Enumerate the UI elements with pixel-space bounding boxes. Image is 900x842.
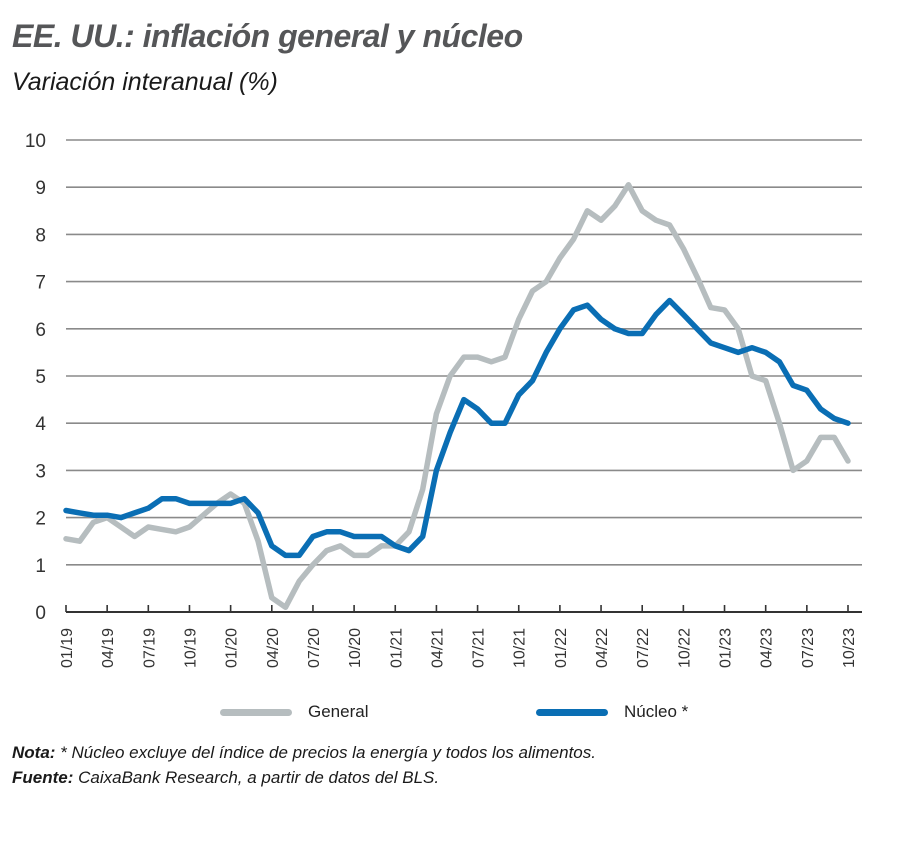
- source-line: Fuente: CaixaBank Research, a partir de …: [12, 765, 596, 790]
- x-tick-label: 07/22: [635, 628, 652, 668]
- x-tick-label: 04/23: [759, 628, 776, 668]
- legend-swatch-core: [536, 708, 608, 716]
- chart-subtitle: Variación interanual (%): [12, 68, 278, 96]
- x-axis: 01/19 04/19 07/19 10/19 01/20 04/20 07/20 10/20…: [59, 605, 862, 668]
- x-tick-label: 10/19: [182, 628, 199, 668]
- note-text: * Núcleo excluye del índice de precios l…: [55, 743, 596, 762]
- x-tick-label: 10/21: [512, 628, 529, 668]
- x-tick-label: 01/22: [553, 628, 570, 668]
- series-lines: [63, 182, 851, 611]
- y-tick-label: 8: [35, 225, 46, 246]
- y-tick-label: 0: [35, 603, 46, 624]
- y-tick-label: 5: [35, 367, 46, 388]
- footnotes: Nota: * Núcleo excluye del índice de pre…: [12, 740, 596, 790]
- y-tick-label: 2: [35, 509, 46, 530]
- x-tick-label: 10/22: [676, 628, 693, 668]
- source-label: Fuente:: [12, 768, 74, 787]
- x-tick-label: 07/23: [800, 628, 817, 668]
- x-tick-label: 07/20: [306, 628, 323, 668]
- x-tick-label: 04/21: [429, 628, 446, 668]
- x-tick-label: 01/21: [388, 628, 405, 668]
- legend-item-general: General: [220, 702, 368, 722]
- x-tick-label: 04/20: [265, 628, 282, 668]
- x-tick-label: 10/20: [347, 628, 364, 668]
- note-line: Nota: * Núcleo excluye del índice de pre…: [12, 740, 596, 765]
- legend-item-core: Núcleo *: [536, 702, 688, 722]
- gridlines: [66, 139, 862, 566]
- x-tick-label: 01/23: [718, 628, 735, 668]
- note-label: Nota:: [12, 743, 56, 762]
- y-tick-label: 1: [35, 556, 46, 577]
- x-tick-label: 07/21: [471, 628, 488, 668]
- series-line-core: [63, 297, 851, 559]
- x-tick-label: 04/22: [594, 628, 611, 668]
- y-tick-label: 6: [35, 320, 46, 341]
- series-line-general: [63, 182, 851, 611]
- y-axis-labels: 0 1 2 3 4 5 6 7 8 9 10: [25, 131, 47, 624]
- y-tick-label: 4: [35, 414, 46, 435]
- source-text: CaixaBank Research, a partir de datos de…: [73, 768, 440, 787]
- x-tick-label: 07/19: [141, 628, 158, 668]
- line-chart: 0 1 2 3 4 5 6 7 8 9 10 01/19 04/19 07/19 10/19 01/20 04…: [25, 131, 862, 668]
- y-tick-label: 7: [35, 273, 46, 294]
- y-tick-label: 9: [35, 178, 46, 199]
- legend-label-core: Núcleo *: [624, 702, 689, 721]
- legend-swatch-general: [220, 708, 292, 716]
- chart-title: EE. UU.: inflación general y núcleo: [12, 18, 523, 54]
- x-tick-label: 10/23: [841, 628, 858, 668]
- y-tick-label: 10: [25, 131, 46, 152]
- x-tick-label: 01/19: [59, 628, 76, 668]
- legend: General Núcleo *: [0, 702, 900, 728]
- x-tick-label: 04/19: [100, 628, 117, 668]
- legend-label-general: General: [308, 702, 369, 721]
- y-tick-label: 3: [35, 461, 46, 482]
- x-tick-label: 01/20: [224, 628, 241, 668]
